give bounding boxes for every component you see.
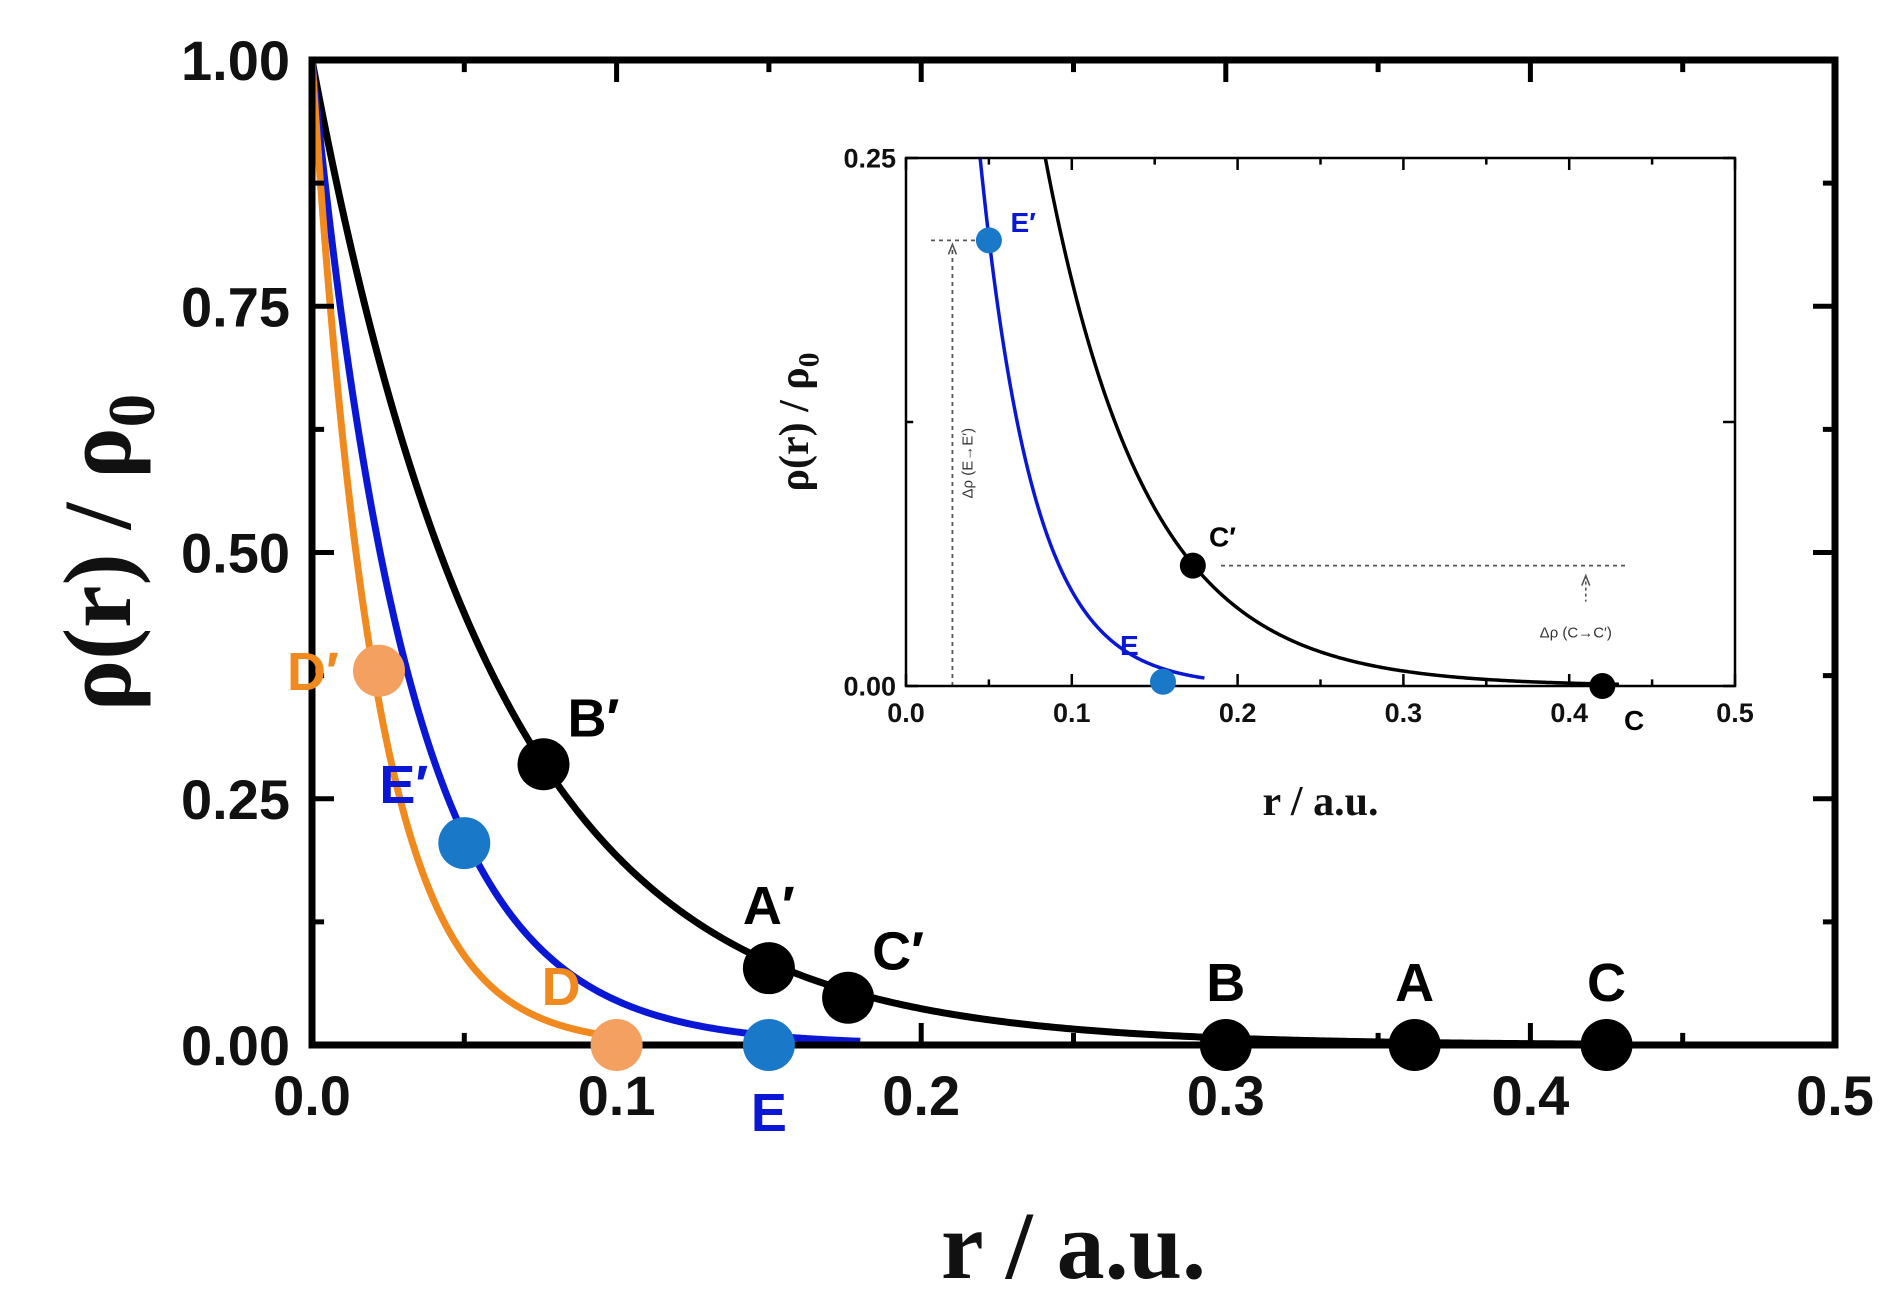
point-label: C′ xyxy=(1209,522,1236,553)
point-label: E xyxy=(751,1083,787,1143)
point-label: B′ xyxy=(567,688,619,748)
data-point xyxy=(975,227,1002,254)
data-point xyxy=(590,1019,643,1071)
y-axis-title-subscript: 0 xyxy=(794,353,826,368)
y-axis-title: ρ(r) / ρ0 xyxy=(44,394,169,712)
y-axis-title-subscript: 0 xyxy=(94,394,169,428)
data-point xyxy=(1388,1019,1441,1071)
point-label: D xyxy=(542,957,581,1017)
point-label: D′ xyxy=(287,642,339,702)
x-tick-label: 0.2 xyxy=(1219,698,1257,728)
x-tick-label: 0.1 xyxy=(578,1064,656,1127)
data-point xyxy=(1199,1019,1252,1071)
main-plot: 0.0 0.1 0.2 0.3 0.4 0.50.000.250.500.751.00r … xyxy=(44,29,1874,1299)
x-tick-label: 0.4 xyxy=(1491,1064,1569,1127)
x-tick-label: 0.2 xyxy=(882,1064,960,1127)
data-point xyxy=(1179,552,1206,579)
x-tick-label: 0.3 xyxy=(1385,698,1423,728)
data-point xyxy=(517,738,570,791)
y-tick-label: 0.75 xyxy=(181,275,290,338)
y-tick-label: 0.50 xyxy=(181,522,290,585)
x-axis-title: r / a.u. xyxy=(941,1192,1206,1299)
inset-background xyxy=(906,158,1735,686)
point-label: E′ xyxy=(379,755,428,815)
x-tick-label: 0.3 xyxy=(1187,1064,1265,1127)
arrow-head xyxy=(947,242,958,255)
data-point xyxy=(1589,673,1616,699)
series-line-orange xyxy=(312,60,620,1041)
y-tick-label: 0.00 xyxy=(181,1014,290,1077)
x-tick-label: 0.5 xyxy=(1796,1064,1874,1127)
point-label: A xyxy=(1395,953,1434,1013)
x-tick-label: 0.0 xyxy=(273,1064,351,1127)
x-tick-label: 0.0 xyxy=(887,698,925,728)
annotation-label: Δρ (C→C′) xyxy=(1540,625,1612,642)
y-axis-title-main: ρ(r) / ρ xyxy=(44,427,151,711)
data-point xyxy=(353,644,406,697)
x-tick-label: 0.4 xyxy=(1550,698,1588,728)
x-tick-label: 0.5 xyxy=(1716,698,1754,728)
y-tick-label: 1.00 xyxy=(181,29,290,92)
x-axis-title: r / a.u. xyxy=(1263,779,1379,825)
y-tick-label: 0.25 xyxy=(181,768,290,831)
y-tick-label: 0.25 xyxy=(843,144,896,174)
point-label: B xyxy=(1206,953,1245,1013)
data-point xyxy=(742,942,795,995)
inset-plot: Δρ (E→E′) Δρ (C→C′) 0.0 0.1 0.2 0.3 0.4 0.5 0.00… xyxy=(772,144,1754,825)
point-label: C xyxy=(1624,705,1644,736)
point-label: E′ xyxy=(1011,207,1037,238)
data-point xyxy=(742,1019,795,1071)
point-label: C xyxy=(1587,953,1626,1013)
y-tick-label: 0.00 xyxy=(843,672,896,702)
point-label: E xyxy=(1120,630,1139,661)
point-label: A′ xyxy=(743,876,795,936)
arrow-head xyxy=(1581,573,1591,586)
y-axis-title-main: ρ(r) / ρ xyxy=(772,367,818,491)
data-point xyxy=(1149,668,1176,695)
data-point xyxy=(822,971,875,1024)
data-point xyxy=(1580,1019,1633,1071)
y-axis-title: ρ(r) / ρ0 xyxy=(772,353,826,492)
annotation-label: Δρ (E→E′) xyxy=(959,428,976,499)
data-point xyxy=(438,817,491,870)
series-line-black xyxy=(1043,158,1619,686)
series-line-blue xyxy=(978,158,1206,680)
point-label: C′ xyxy=(872,922,924,982)
x-tick-label: 0.1 xyxy=(1053,698,1091,728)
